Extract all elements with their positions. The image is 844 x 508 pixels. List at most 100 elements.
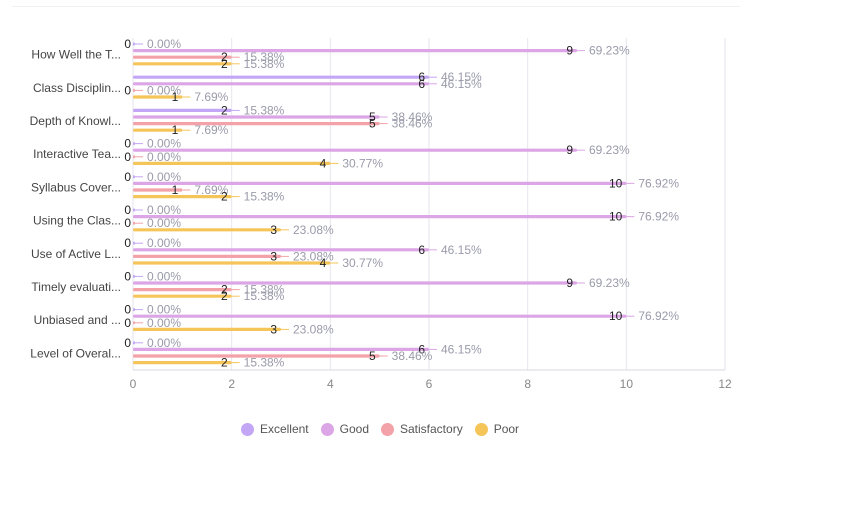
legend-item-poor[interactable]: Poor bbox=[474, 422, 519, 436]
bar-poor bbox=[133, 361, 232, 365]
count-label: 0 bbox=[124, 83, 131, 97]
bar-good bbox=[133, 248, 429, 252]
percent-label: 0.00% bbox=[147, 303, 181, 317]
x-tick-label: 12 bbox=[718, 377, 732, 391]
category-label: Level of Overal... bbox=[30, 346, 121, 360]
bar-good bbox=[133, 314, 627, 318]
data-labels: 0 0.00%6 46.15%2 15.38%0 0.00%0 0.00%0 0.00%0 0… bbox=[124, 37, 679, 370]
count-label: 6 bbox=[418, 243, 425, 257]
percent-label: 0.00% bbox=[147, 203, 181, 217]
x-axis-ticks: 0 2 4 6 8 10 12 bbox=[130, 377, 732, 391]
percent-label: 15.38% bbox=[244, 283, 285, 297]
category-label: Timely evaluati... bbox=[31, 280, 121, 294]
x-tick-label: 0 bbox=[130, 377, 137, 391]
bar-satisfactory bbox=[133, 188, 183, 192]
bar-good bbox=[133, 181, 627, 185]
bar-poor bbox=[133, 128, 183, 132]
category-label: Interactive Tea... bbox=[33, 147, 121, 161]
count-label: 9 bbox=[566, 143, 573, 157]
percent-label: 7.69% bbox=[194, 90, 228, 104]
category-label: Use of Active L... bbox=[31, 247, 121, 261]
bar-chart: 0 0.00%6 46.15%2 15.38%0 0.00%0 0.00%0 0.00%0 0… bbox=[30, 37, 732, 391]
count-label: 0 bbox=[124, 216, 131, 230]
count-label: 1 bbox=[172, 90, 179, 104]
x-tick-label: 6 bbox=[426, 377, 433, 391]
count-label: 2 bbox=[221, 57, 228, 71]
legend-label: Excellent bbox=[259, 422, 309, 436]
bar-good bbox=[133, 82, 429, 86]
category-label: Class Disciplin... bbox=[33, 81, 121, 95]
legend-label: Satisfactory bbox=[400, 422, 463, 436]
count-label: 2 bbox=[221, 50, 228, 64]
bar-satisfactory bbox=[133, 122, 380, 126]
bar-excellent bbox=[133, 42, 135, 46]
percent-label: 76.92% bbox=[638, 176, 679, 190]
legend-swatch bbox=[381, 422, 394, 436]
bar-poor bbox=[133, 327, 281, 331]
count-label: 0 bbox=[124, 303, 131, 317]
percent-label: 23.08% bbox=[293, 223, 334, 237]
count-label: 0 bbox=[124, 336, 131, 350]
legend-item-good[interactable]: Good bbox=[320, 422, 369, 436]
bar-excellent bbox=[133, 108, 232, 112]
percent-label: 15.38% bbox=[244, 103, 285, 117]
legend-swatch bbox=[320, 422, 334, 436]
bar-excellent bbox=[133, 142, 135, 146]
percent-label: 15.38% bbox=[244, 57, 285, 71]
percent-label: 46.15% bbox=[441, 342, 482, 356]
count-label: 0 bbox=[124, 269, 131, 283]
count-label: 5 bbox=[369, 117, 376, 131]
count-label: 5 bbox=[369, 110, 376, 124]
bar-excellent bbox=[133, 241, 135, 245]
bar-satisfactory bbox=[133, 288, 232, 292]
bar-satisfactory bbox=[133, 221, 135, 225]
count-label: 3 bbox=[270, 223, 277, 237]
bar-good bbox=[133, 115, 380, 119]
count-label: 2 bbox=[221, 283, 228, 297]
count-label: 0 bbox=[124, 37, 131, 51]
count-label: 4 bbox=[320, 156, 327, 170]
category-label: Depth of Knowl... bbox=[30, 114, 121, 128]
percent-label: 0.00% bbox=[147, 236, 181, 250]
category-label: Syllabus Cover... bbox=[31, 180, 121, 194]
percent-label: 46.15% bbox=[441, 70, 482, 84]
count-label: 3 bbox=[270, 249, 277, 263]
x-tick-label: 10 bbox=[620, 377, 634, 391]
bar-satisfactory bbox=[133, 55, 232, 59]
count-label: 0 bbox=[124, 137, 131, 151]
bar-poor bbox=[133, 195, 232, 199]
bar-good bbox=[133, 148, 577, 152]
percent-label: 7.69% bbox=[194, 123, 228, 137]
percent-label: 0.00% bbox=[147, 137, 181, 151]
top-divider bbox=[12, 6, 740, 7]
legend-swatch bbox=[474, 422, 488, 436]
percent-label: 46.15% bbox=[441, 77, 482, 91]
count-label: 0 bbox=[124, 150, 131, 164]
bar-good bbox=[133, 215, 627, 219]
count-label: 0 bbox=[124, 316, 131, 330]
x-tick-label: 4 bbox=[327, 377, 334, 391]
legend-item-satisfactory[interactable]: Satisfactory bbox=[381, 422, 463, 436]
percent-label: 15.38% bbox=[244, 289, 285, 303]
legend-item-excellent[interactable]: Excellent bbox=[240, 422, 309, 436]
count-label: 1 bbox=[172, 123, 179, 137]
bar-good bbox=[133, 49, 577, 53]
percent-label: 7.69% bbox=[194, 183, 228, 197]
count-label: 1 bbox=[172, 183, 179, 197]
x-tick-label: 2 bbox=[228, 377, 235, 391]
bar-satisfactory bbox=[133, 254, 281, 258]
percent-label: 0.00% bbox=[147, 83, 181, 97]
bar-good bbox=[133, 281, 577, 285]
percent-label: 38.46% bbox=[392, 117, 433, 131]
bar-excellent bbox=[133, 308, 135, 312]
percent-label: 0.00% bbox=[147, 170, 181, 184]
count-label: 9 bbox=[566, 44, 573, 58]
count-label: 0 bbox=[124, 170, 131, 184]
percent-label: 15.38% bbox=[244, 356, 285, 370]
percent-label: 30.77% bbox=[342, 256, 383, 270]
bar-satisfactory bbox=[133, 321, 135, 325]
bar-excellent bbox=[133, 75, 429, 79]
count-label: 2 bbox=[221, 190, 228, 204]
bar-satisfactory bbox=[133, 354, 380, 358]
bar-poor bbox=[133, 161, 331, 165]
